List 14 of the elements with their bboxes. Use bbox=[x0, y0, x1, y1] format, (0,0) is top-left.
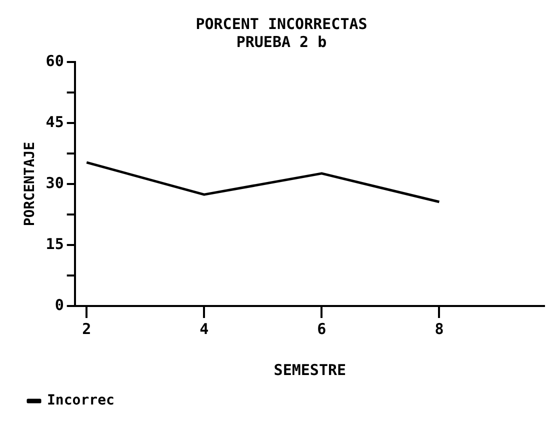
y-tick-label: 0 bbox=[54, 296, 64, 314]
y-tick-label: 15 bbox=[46, 234, 64, 253]
x-tick-label: 2 bbox=[82, 320, 92, 338]
x-axis-title: SEMESTRE bbox=[274, 360, 346, 379]
y-axis-title: PORCENTAJE bbox=[22, 142, 38, 226]
chart-subtitle: PRUEBA 2 b bbox=[236, 32, 327, 51]
y-tick-label: 45 bbox=[46, 112, 64, 131]
x-tick-label: 6 bbox=[317, 320, 326, 338]
y-tick-label: 60 bbox=[46, 52, 64, 70]
chart-title: PORCENT INCORRECTAS bbox=[196, 14, 368, 33]
x-tick-label: 8 bbox=[434, 320, 444, 338]
legend-label: Incorrec bbox=[47, 392, 114, 409]
x-tick-label: 4 bbox=[200, 320, 209, 338]
y-tick-label: 30 bbox=[46, 174, 64, 192]
